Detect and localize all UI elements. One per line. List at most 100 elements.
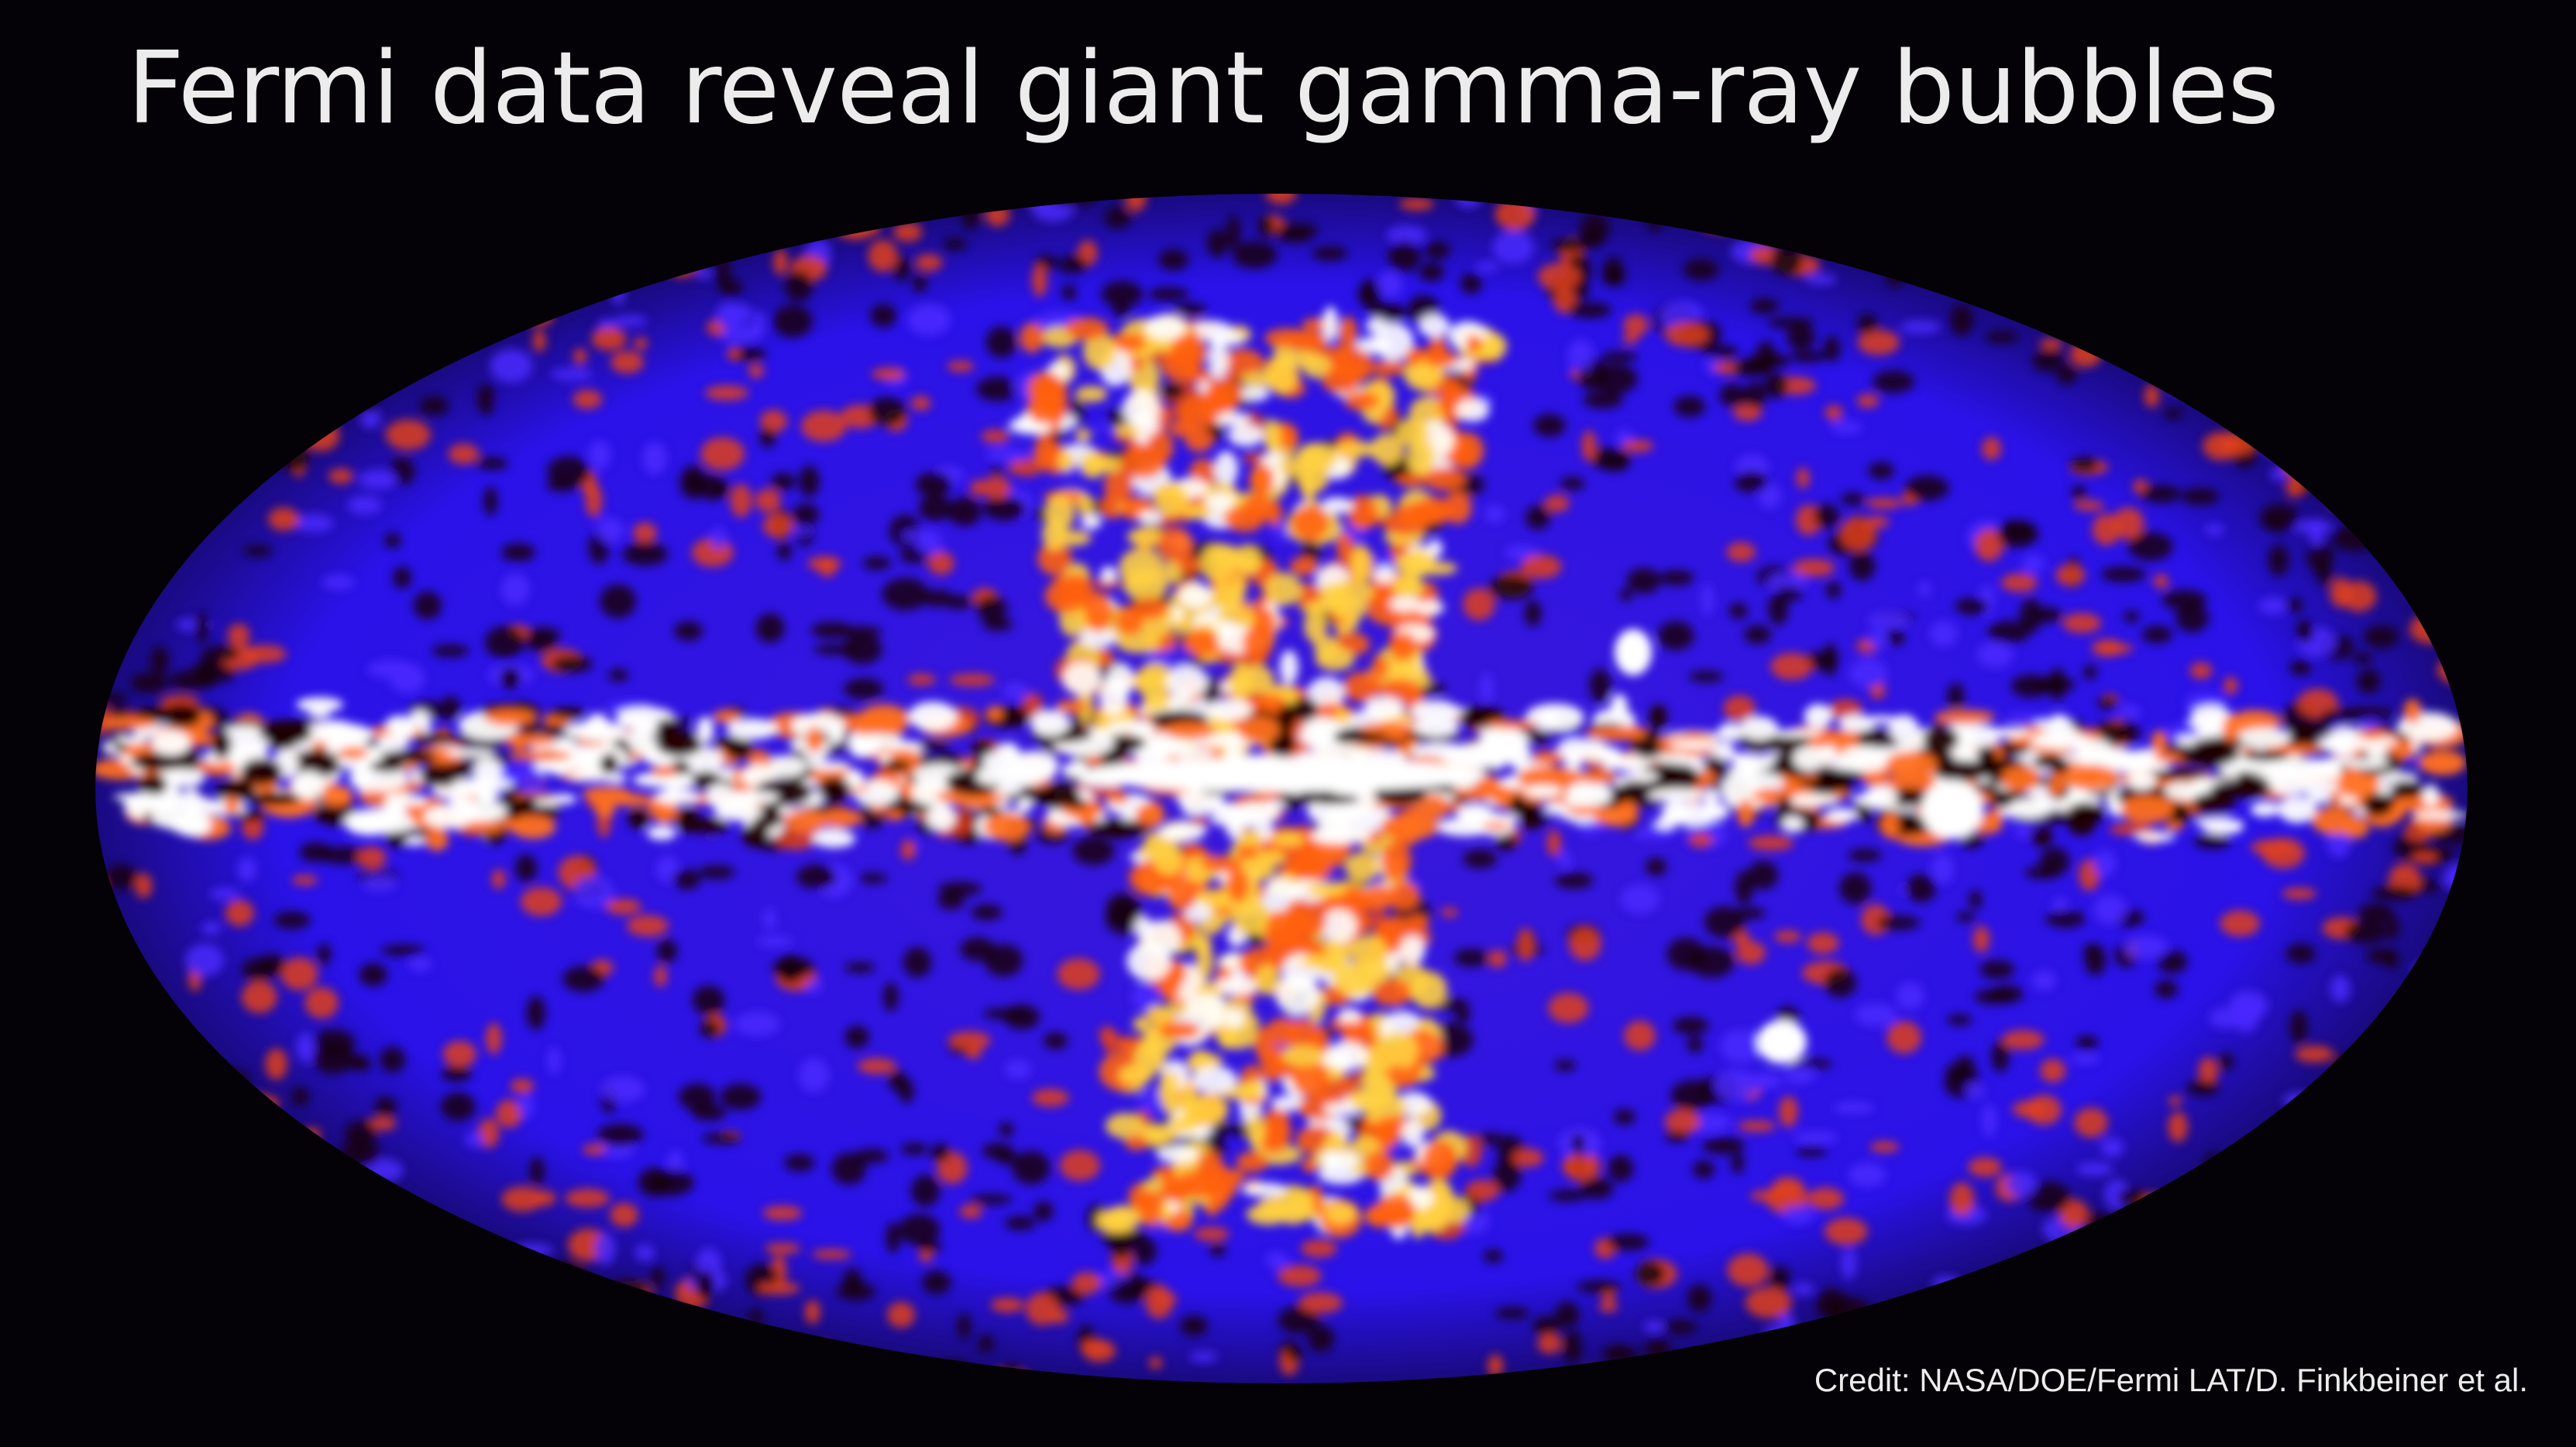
emission-blob: [898, 1214, 941, 1246]
emission-blob: [348, 311, 392, 322]
emission-blob: [1504, 545, 1539, 561]
emission-blob: [1615, 629, 1652, 675]
emission-blob: [1670, 1080, 1716, 1111]
emission-blob: [1290, 697, 1319, 721]
emission-blob: [608, 669, 629, 682]
emission-blob: [510, 815, 556, 839]
emission-blob: [1206, 699, 1253, 721]
emission-blob: [2259, 504, 2299, 532]
emission-blob: [1965, 1081, 1986, 1099]
emission-blob: [1277, 1265, 1322, 1287]
emission-blob: [1905, 475, 1949, 501]
emission-blob: [1378, 679, 1421, 702]
emission-blob: [259, 720, 312, 745]
emission-blob: [1769, 1266, 1791, 1292]
emission-blob: [817, 1342, 833, 1366]
emission-blob: [2431, 1206, 2450, 1230]
emission-blob: [1896, 982, 1924, 1010]
emission-blob: [2134, 832, 2176, 842]
emission-blob: [915, 254, 943, 272]
emission-blob: [762, 1205, 803, 1221]
emission-blob: [1164, 558, 1183, 584]
emission-blob: [871, 367, 906, 380]
emission-blob: [2357, 669, 2381, 694]
emission-blob: [1658, 1320, 1698, 1335]
emission-blob: [2250, 802, 2280, 817]
emission-blob: [1033, 1201, 1054, 1222]
emission-blob: [2437, 656, 2468, 684]
emission-blob: [755, 936, 793, 947]
emission-blob: [451, 1226, 466, 1244]
emission-blob: [899, 1078, 914, 1104]
emission-blob: [1333, 596, 1367, 621]
emission-blob: [976, 596, 1008, 621]
emission-blob: [1058, 256, 1088, 274]
emission-blob: [600, 584, 637, 619]
emission-blob: [1888, 714, 1919, 744]
emission-blob: [2319, 1315, 2333, 1336]
emission-blob: [1794, 1131, 1839, 1144]
emission-blob: [410, 1365, 435, 1383]
emission-blob: [1487, 1354, 1504, 1377]
emission-blob: [123, 994, 160, 1026]
emission-blob: [98, 399, 121, 428]
emission-blob: [380, 1047, 406, 1073]
emission-blob: [1525, 505, 1550, 530]
emission-blob: [1986, 232, 2023, 262]
emission-blob: [165, 317, 204, 339]
emission-blob: [1763, 373, 1788, 398]
emission-blob: [976, 376, 1020, 401]
emission-blob: [1839, 871, 1872, 905]
emission-blob: [1307, 794, 1360, 805]
emission-blob: [674, 621, 703, 641]
emission-blob: [1512, 1148, 1544, 1167]
emission-blob: [346, 205, 379, 226]
emission-blob: [719, 279, 743, 297]
emission-blob: [369, 230, 385, 241]
emission-blob: [2076, 1036, 2099, 1051]
emission-blob: [1701, 344, 1739, 359]
emission-blob: [1322, 909, 1357, 944]
emission-blob: [667, 194, 686, 207]
emission-blob: [2420, 1205, 2457, 1215]
emission-blob: [727, 347, 741, 361]
emission-blob: [1492, 1158, 1522, 1192]
emission-blob: [1667, 802, 1718, 827]
emission-blob: [403, 795, 428, 806]
emission-blob: [1005, 1215, 1037, 1230]
emission-blob: [551, 655, 593, 673]
emission-blob: [1525, 785, 1563, 798]
emission-blob: [2223, 676, 2238, 696]
emission-blob: [304, 987, 339, 1019]
emission-blob: [1577, 1280, 1621, 1294]
emission-blob: [1857, 329, 1900, 356]
emission-blob: [1119, 446, 1166, 479]
emission-blob: [1237, 385, 1270, 402]
emission-blob: [2394, 440, 2432, 458]
emission-blob: [209, 888, 240, 900]
emission-blob: [2364, 625, 2399, 648]
emission-blob: [377, 733, 410, 751]
emission-blob: [1158, 1071, 1179, 1109]
emission-blob: [212, 1312, 254, 1332]
emission-blob: [1228, 1169, 1246, 1184]
emission-blob: [1931, 1275, 1962, 1294]
emission-blob: [817, 777, 851, 801]
emission-blob: [95, 445, 117, 473]
emission-blob: [2418, 750, 2467, 775]
emission-blob: [1405, 346, 1424, 366]
emission-blob: [1264, 572, 1302, 607]
emission-blob: [1154, 482, 1188, 517]
emission-blob: [510, 1078, 535, 1094]
emission-blob: [2265, 440, 2285, 459]
emission-blob: [274, 404, 313, 438]
emission-blob: [628, 809, 650, 829]
emission-blob: [1549, 1190, 1587, 1201]
emission-blob: [1149, 1356, 1163, 1370]
emission-blob: [1125, 194, 1147, 212]
emission-blob: [2021, 554, 2045, 574]
emission-blob: [852, 725, 906, 737]
emission-blob: [2255, 1287, 2295, 1316]
emission-blob: [495, 1099, 523, 1128]
emission-blob: [1548, 992, 1589, 1023]
